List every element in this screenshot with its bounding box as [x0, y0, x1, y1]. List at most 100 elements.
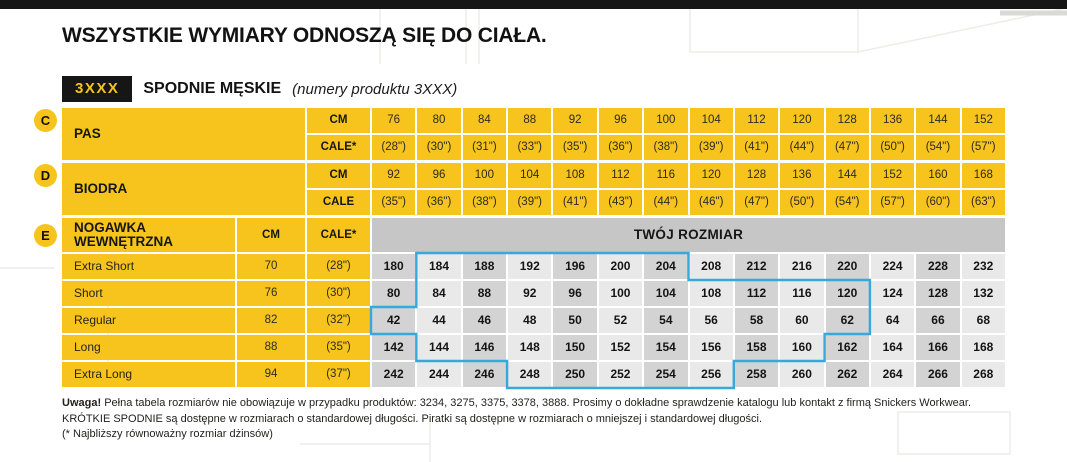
unit-header: CALE [307, 190, 370, 215]
measure-value: (43") [598, 190, 643, 215]
size-value: 204 [644, 254, 688, 279]
measure-value: (54") [825, 190, 869, 215]
page-title: WSZYSTKIE WYMIARY ODNOSZĄ SIĘ DO CIAŁA. [62, 24, 547, 47]
measure-value: (38") [644, 135, 688, 160]
size-value: 154 [644, 335, 688, 360]
footer-jeans-note: (* Najbliższy równoważny rozmiar dżinsów… [62, 428, 273, 441]
size-value: 268 [961, 362, 1005, 387]
size-value: 224 [870, 254, 915, 279]
measure-value: 84 [462, 108, 507, 133]
unit-header: CM [307, 163, 370, 188]
size-value: 164 [870, 335, 915, 360]
footer-warning: Uwaga! Pełna tabela rozmiarów nie obowią… [62, 396, 1012, 427]
measure-value: 144 [916, 108, 960, 133]
measure-value: (36") [598, 135, 643, 160]
leg-row-label: Extra Short [62, 254, 235, 279]
size-value: 120 [825, 281, 869, 306]
unit-header: CALE* [307, 135, 370, 160]
size-value: 56 [689, 308, 733, 333]
measure-value: (35") [372, 190, 416, 215]
leg-row-label: Short [62, 281, 235, 306]
size-value: 260 [780, 362, 824, 387]
leg-row-cale: (35") [307, 335, 370, 360]
row-letter-e: E [34, 224, 57, 247]
leg-row-cm: 94 [237, 362, 305, 387]
measure-value: 116 [644, 163, 688, 188]
size-value: 266 [916, 362, 960, 387]
size-value: 254 [644, 362, 688, 387]
measure-value: 100 [644, 108, 688, 133]
size-value: 80 [372, 281, 416, 306]
size-value: 212 [734, 254, 779, 279]
footer-warning-text: Pełna tabela rozmiarów nie obowiązuje w … [62, 397, 972, 425]
measure-value: 92 [372, 163, 416, 188]
size-value: 232 [961, 254, 1005, 279]
leg-row-cale: (30") [307, 281, 370, 306]
measure-value: (41") [734, 135, 779, 160]
leg-row-label: Long [62, 335, 235, 360]
size-value: 258 [734, 362, 779, 387]
measure-value: 128 [734, 163, 779, 188]
your-size-header: TWÓJ ROZMIAR [372, 218, 1005, 252]
row-letter-c: C [34, 109, 57, 132]
size-value: 244 [417, 362, 461, 387]
leg-label: NOGAWKA WEWNĘTRZNA [62, 218, 235, 252]
measure-value: (38") [462, 190, 507, 215]
size-value: 124 [870, 281, 915, 306]
measure-value: (57") [961, 135, 1005, 160]
measure-value: (50") [870, 135, 915, 160]
measure-value: (30") [417, 135, 461, 160]
unit-header: CM [307, 108, 370, 133]
footer-note: Uwaga! Pełna tabela rozmiarów nie obowią… [62, 396, 1012, 443]
leg-row-cm: 76 [237, 281, 305, 306]
size-value: 42 [372, 308, 416, 333]
measure-value: 120 [689, 163, 733, 188]
size-value: 248 [508, 362, 552, 387]
size-value: 262 [825, 362, 869, 387]
size-value: 156 [689, 335, 733, 360]
size-value: 220 [825, 254, 869, 279]
measure-value: 108 [553, 163, 597, 188]
measure-value: (28") [372, 135, 416, 160]
measure-value: 80 [417, 108, 461, 133]
size-value: 116 [780, 281, 824, 306]
size-value: 192 [508, 254, 552, 279]
measure-value: (39") [508, 190, 552, 215]
measure-value: 136 [870, 108, 915, 133]
measure-value: 136 [780, 163, 824, 188]
leg-row-cm: 70 [237, 254, 305, 279]
leg-row-label: Regular [62, 308, 235, 333]
measure-value: 168 [961, 163, 1005, 188]
size-value: 128 [916, 281, 960, 306]
measure-value: 152 [961, 108, 1005, 133]
leg-cm-header: CM [237, 218, 305, 252]
size-value: 146 [462, 335, 507, 360]
size-value: 112 [734, 281, 779, 306]
measure-value: (60") [916, 190, 960, 215]
size-value: 200 [598, 254, 643, 279]
leg-cale-header: CALE* [307, 218, 370, 252]
size-value: 252 [598, 362, 643, 387]
measure-value: (31") [462, 135, 507, 160]
size-value: 132 [961, 281, 1005, 306]
measure-value: (54") [916, 135, 960, 160]
measure-value: 76 [372, 108, 416, 133]
footer-warning-prefix: Uwaga! [62, 397, 102, 409]
size-value: 44 [417, 308, 461, 333]
size-value: 104 [644, 281, 688, 306]
size-value: 158 [734, 335, 779, 360]
size-value: 256 [689, 362, 733, 387]
size-value: 92 [508, 281, 552, 306]
size-value: 62 [825, 308, 869, 333]
size-value: 54 [644, 308, 688, 333]
size-value: 168 [961, 335, 1005, 360]
size-value: 160 [780, 335, 824, 360]
measure-value: 152 [870, 163, 915, 188]
size-value: 58 [734, 308, 779, 333]
measure-value: (36") [417, 190, 461, 215]
measure-value: (47") [734, 190, 779, 215]
product-header: 3XXX SPODNIE MĘSKIE (numery produktu 3XX… [62, 76, 457, 102]
measure-section-biodra: BIODRA CM 92 96 100 104 108 112 116 120 128 136 144 1… [62, 163, 1005, 215]
size-value: 148 [508, 335, 552, 360]
leg-label-text: NOGAWKA WEWNĘTRZNA [74, 219, 173, 249]
